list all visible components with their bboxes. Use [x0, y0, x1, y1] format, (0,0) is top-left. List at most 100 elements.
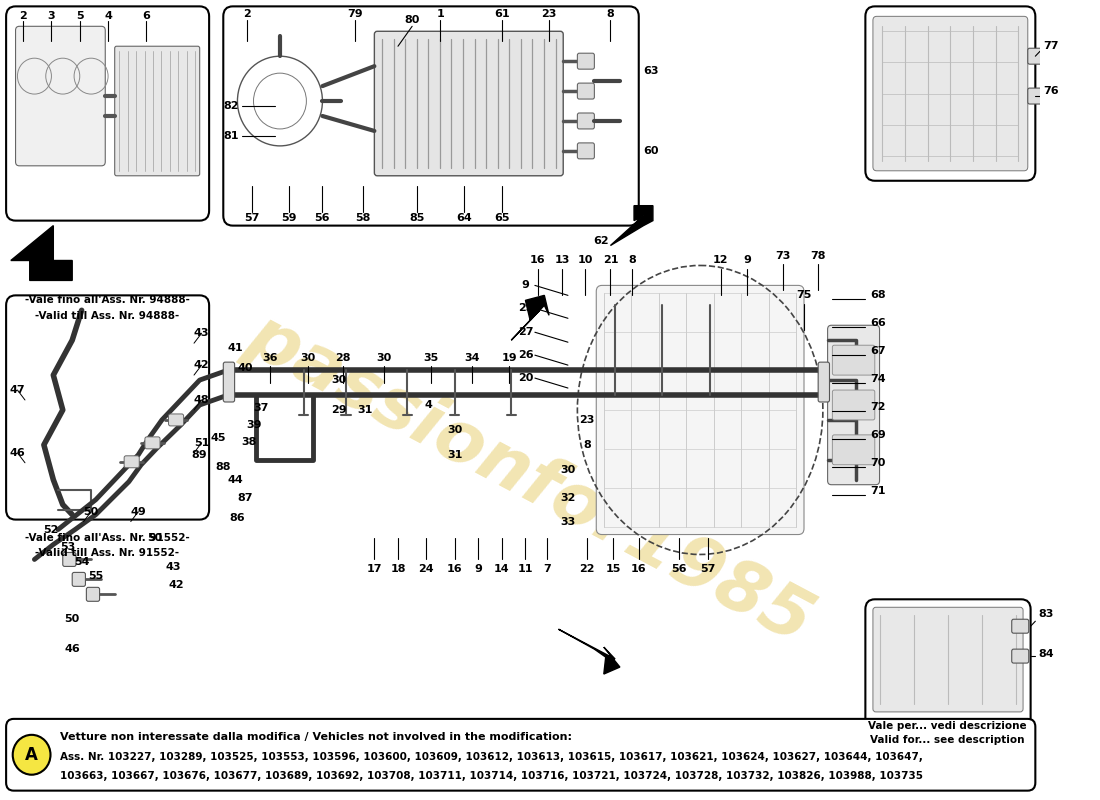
- FancyBboxPatch shape: [145, 437, 160, 449]
- Text: 19: 19: [502, 353, 517, 363]
- FancyBboxPatch shape: [833, 345, 875, 375]
- Text: 46: 46: [10, 448, 25, 458]
- Text: 59: 59: [282, 213, 297, 222]
- Text: -Vale fino all'Ass. Nr. 91552-: -Vale fino all'Ass. Nr. 91552-: [25, 533, 189, 542]
- Text: 1: 1: [437, 10, 444, 19]
- Text: 5: 5: [76, 11, 84, 22]
- Text: 85: 85: [409, 213, 425, 222]
- FancyBboxPatch shape: [873, 16, 1027, 170]
- FancyBboxPatch shape: [578, 54, 594, 69]
- Text: 89: 89: [191, 450, 208, 460]
- Text: 42: 42: [168, 580, 184, 590]
- Text: 51: 51: [194, 438, 209, 448]
- Text: 52: 52: [43, 525, 58, 534]
- Text: Vetture non interessate dalla modifica / Vehicles not involved in the modificati: Vetture non interessate dalla modifica /…: [59, 732, 572, 742]
- Text: 63: 63: [644, 66, 659, 76]
- Text: 62: 62: [593, 235, 608, 246]
- Text: 76: 76: [1043, 86, 1058, 96]
- Text: 29: 29: [331, 405, 348, 415]
- Text: 10: 10: [578, 255, 593, 266]
- FancyBboxPatch shape: [73, 572, 86, 586]
- Text: 11: 11: [518, 565, 534, 574]
- Text: 50: 50: [84, 506, 99, 517]
- Circle shape: [13, 735, 51, 774]
- Text: 64: 64: [456, 213, 472, 222]
- Text: 9: 9: [744, 255, 751, 266]
- Text: 35: 35: [424, 353, 439, 363]
- Text: 28: 28: [336, 353, 351, 363]
- Text: 22: 22: [579, 565, 595, 574]
- FancyBboxPatch shape: [578, 143, 594, 159]
- Text: 40: 40: [238, 363, 253, 373]
- FancyBboxPatch shape: [7, 719, 1035, 790]
- Text: 103663, 103667, 103676, 103677, 103689, 103692, 103708, 103711, 103714, 103716, : 103663, 103667, 103676, 103677, 103689, …: [59, 770, 923, 781]
- FancyBboxPatch shape: [818, 362, 829, 402]
- Text: 12: 12: [713, 255, 728, 266]
- Text: 30: 30: [332, 375, 348, 385]
- Text: 43: 43: [194, 328, 209, 338]
- Text: 70: 70: [870, 458, 886, 468]
- Text: 14: 14: [494, 565, 509, 574]
- Text: 69: 69: [870, 430, 886, 440]
- Text: 27: 27: [518, 327, 534, 338]
- FancyBboxPatch shape: [114, 46, 200, 176]
- Text: 32: 32: [560, 493, 575, 502]
- Text: 44: 44: [228, 474, 243, 485]
- Text: 24: 24: [418, 565, 434, 574]
- FancyBboxPatch shape: [15, 26, 106, 166]
- Text: 48: 48: [194, 395, 209, 405]
- Text: 86: 86: [230, 513, 245, 522]
- Text: 65: 65: [494, 213, 509, 222]
- Text: 56: 56: [315, 213, 330, 222]
- Text: 42: 42: [194, 360, 209, 370]
- Text: 23: 23: [541, 10, 557, 19]
- Polygon shape: [559, 630, 620, 674]
- Text: 87: 87: [238, 493, 253, 502]
- Text: 57: 57: [244, 213, 260, 222]
- Text: 17: 17: [366, 565, 382, 574]
- Text: 50: 50: [146, 533, 162, 542]
- Text: 30: 30: [560, 465, 575, 474]
- Text: 18: 18: [390, 565, 406, 574]
- Text: Ass. Nr. 103227, 103289, 103525, 103553, 103596, 103600, 103609, 103612, 103613,: Ass. Nr. 103227, 103289, 103525, 103553,…: [59, 752, 923, 762]
- Text: 49: 49: [131, 506, 146, 517]
- Text: 53: 53: [59, 542, 75, 553]
- Text: 41: 41: [228, 343, 243, 353]
- Polygon shape: [11, 226, 73, 281]
- Polygon shape: [512, 295, 549, 340]
- FancyBboxPatch shape: [833, 435, 875, 465]
- Text: 45: 45: [211, 433, 227, 443]
- FancyBboxPatch shape: [7, 6, 209, 221]
- Text: 55: 55: [88, 571, 103, 582]
- Text: A: A: [25, 746, 39, 764]
- Text: Valid for... see description: Valid for... see description: [870, 735, 1025, 745]
- Text: 43: 43: [165, 562, 182, 573]
- Text: 73: 73: [776, 250, 791, 261]
- Text: 16: 16: [530, 255, 546, 266]
- FancyBboxPatch shape: [827, 326, 880, 485]
- Polygon shape: [610, 206, 653, 246]
- Text: 83: 83: [1038, 610, 1054, 619]
- FancyBboxPatch shape: [1027, 88, 1043, 104]
- Text: 8: 8: [606, 10, 614, 19]
- Text: 6: 6: [142, 11, 150, 22]
- Text: 23: 23: [579, 415, 594, 425]
- Text: 56: 56: [672, 565, 688, 574]
- Text: 8: 8: [628, 255, 636, 266]
- FancyBboxPatch shape: [124, 456, 140, 468]
- Text: 2: 2: [19, 11, 28, 22]
- FancyBboxPatch shape: [1012, 619, 1028, 633]
- FancyBboxPatch shape: [596, 286, 804, 534]
- Text: 9: 9: [521, 280, 529, 290]
- Text: 33: 33: [560, 517, 575, 526]
- Text: 30: 30: [447, 425, 462, 435]
- Text: -Valid till Ass. Nr. 91552-: -Valid till Ass. Nr. 91552-: [35, 549, 179, 558]
- Text: 31: 31: [447, 450, 462, 460]
- Text: 61: 61: [494, 10, 509, 19]
- FancyBboxPatch shape: [1012, 649, 1028, 663]
- Text: 37: 37: [253, 403, 268, 413]
- Text: 31: 31: [358, 405, 373, 415]
- FancyBboxPatch shape: [1027, 48, 1043, 64]
- FancyBboxPatch shape: [833, 390, 875, 420]
- Text: 25: 25: [518, 303, 534, 314]
